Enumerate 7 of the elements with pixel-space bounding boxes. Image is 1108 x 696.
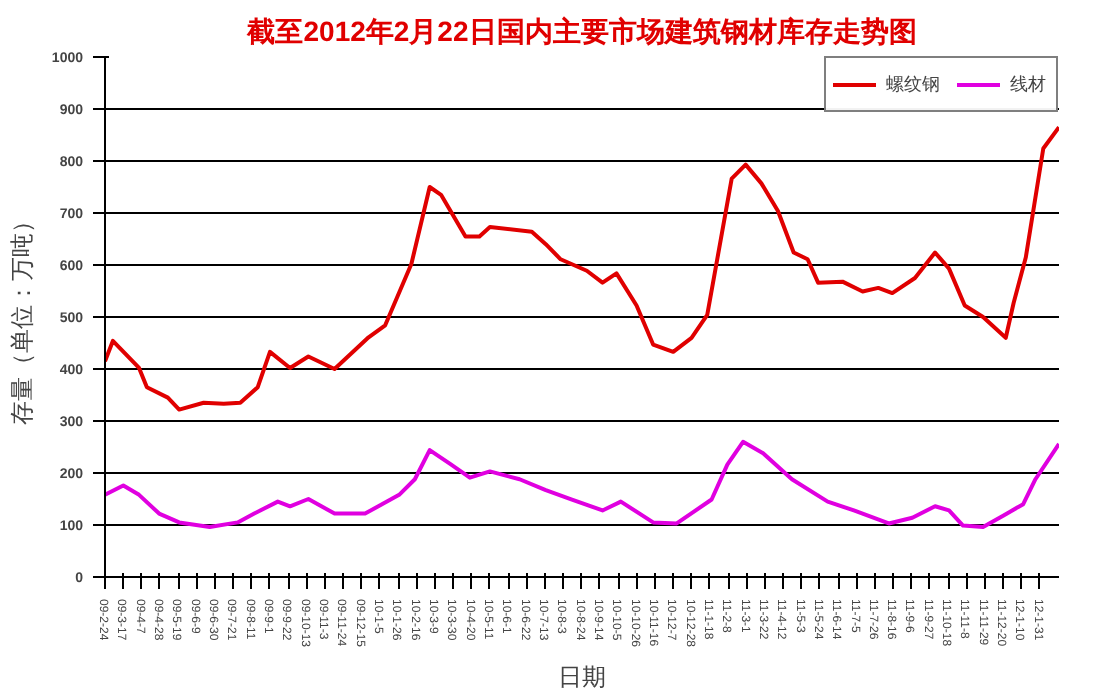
legend-label: 线材	[1010, 71, 1048, 97]
chart-title: 截至2012年2月22日国内主要市场建筑钢材库存走势图	[245, 15, 917, 47]
x-axis-title: 日期	[558, 663, 606, 692]
legend-label: 螺纹钢	[886, 71, 940, 97]
y-axis-title: 存量（单位：万吨）	[7, 209, 36, 425]
line-series	[105, 439, 1059, 530]
line-series	[105, 125, 1059, 412]
